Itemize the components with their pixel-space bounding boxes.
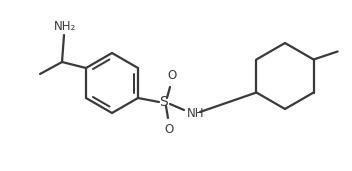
Text: O: O xyxy=(167,69,177,82)
Text: NH: NH xyxy=(187,107,205,120)
Text: S: S xyxy=(159,95,168,109)
Text: O: O xyxy=(164,123,174,136)
Text: NH₂: NH₂ xyxy=(54,20,76,33)
